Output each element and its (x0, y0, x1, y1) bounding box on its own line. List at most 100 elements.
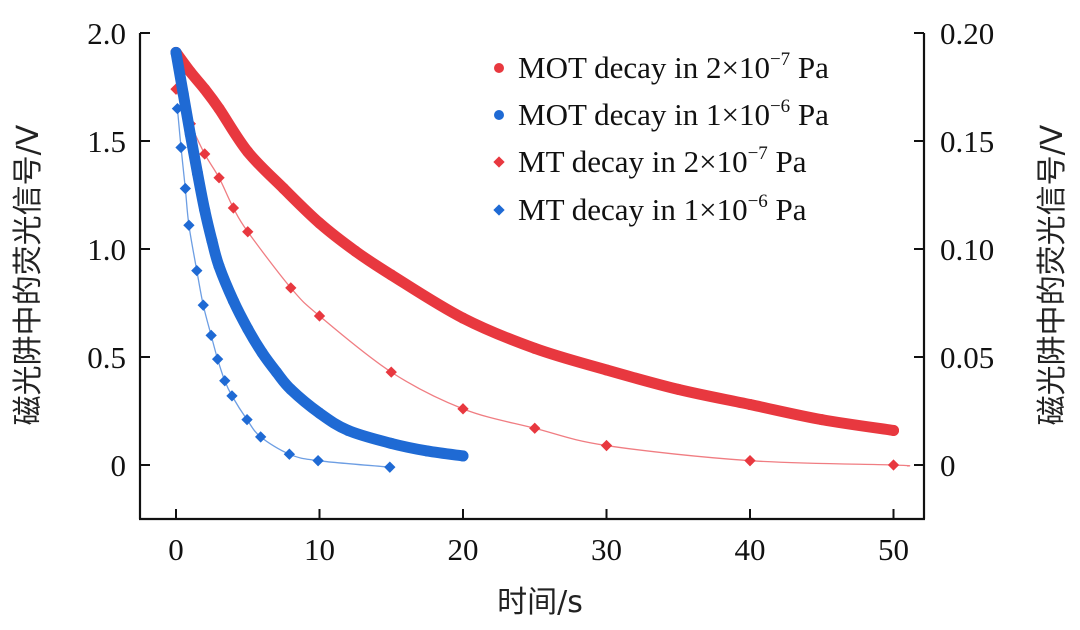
right-y-tick-label: 0.10 (940, 232, 994, 267)
legend-marker-circle (494, 110, 504, 120)
data-point (385, 269, 397, 281)
right-y-axis-title: 磁光阱中的荧光信号/V (1035, 124, 1070, 425)
data-point (601, 364, 612, 376)
data-point (744, 455, 756, 467)
data-point (197, 299, 209, 311)
data-point (192, 167, 204, 179)
data-point (457, 312, 469, 324)
data-point (283, 448, 296, 460)
series-1 (170, 46, 899, 436)
data-point (242, 323, 254, 335)
data-point (816, 414, 828, 426)
data-point (199, 204, 211, 216)
left-y-axis-ticks: 0 0.5 1.0 1.5 2.0 (87, 16, 150, 483)
data-point (255, 431, 267, 443)
data-point (256, 347, 268, 359)
legend-marker-diamond (493, 156, 505, 168)
data-point (672, 383, 684, 395)
right-y-tick-label: 0.15 (940, 124, 994, 159)
left-y-tick-label: 1.5 (87, 124, 126, 159)
data-point (457, 450, 469, 462)
legend-item: MOT decay in 1×10−6 Pa (494, 96, 829, 132)
data-point (384, 461, 396, 473)
data-point (349, 245, 361, 257)
x-tick-label: 30 (591, 532, 622, 567)
data-point (600, 439, 613, 452)
data-point (227, 295, 239, 307)
data-point (213, 103, 225, 115)
data-point (421, 445, 433, 457)
legend-label: MOT decay in 2×10−7 Pa (518, 49, 829, 85)
data-point (278, 183, 290, 195)
data-point (226, 390, 238, 402)
data-point (184, 129, 196, 141)
data-point (312, 455, 324, 467)
data-point (184, 66, 196, 78)
right-y-tick-label: 0 (940, 448, 956, 483)
legend: MOT decay in 2×10−7 Pa MOT decay in 1×10−… (493, 49, 829, 227)
legend-label: MT decay in 2×10−7 Pa (518, 143, 807, 179)
data-point (219, 375, 231, 387)
data-point (213, 260, 225, 272)
data-point (206, 234, 218, 246)
series-fit-line (175, 88, 911, 467)
data-point (170, 46, 182, 58)
data-point (227, 202, 240, 214)
x-tick-label: 50 (878, 532, 909, 567)
x-tick-label: 40 (735, 532, 766, 567)
legend-marker-diamond (493, 204, 505, 216)
axes-frame (138, 33, 926, 521)
legend-label: MT decay in 1×10−6 Pa (518, 191, 807, 227)
left-y-tick-label: 1.0 (87, 232, 126, 267)
legend-label: MOT decay in 1×10−6 Pa (518, 96, 829, 132)
series-4 (171, 102, 396, 473)
data-point (241, 413, 253, 426)
data-point (270, 366, 282, 378)
legend-item: MT decay in 2×10−7 Pa (493, 143, 807, 179)
right-y-axis-ticks: 0 0.05 0.10 0.15 0.20 (914, 16, 994, 483)
data-point (191, 264, 203, 277)
data-point (529, 342, 541, 354)
data-point (385, 366, 397, 378)
x-axis-title: 时间/s (497, 585, 583, 620)
data-point (177, 87, 189, 99)
legend-item: MOT decay in 2×10−7 Pa (494, 49, 829, 85)
left-y-tick-label: 0 (111, 448, 127, 483)
series-2 (170, 46, 469, 462)
right-y-tick-label: 0.20 (940, 16, 994, 51)
right-y-tick-label: 0.05 (940, 340, 994, 375)
legend-marker-circle (494, 63, 504, 73)
data-point (744, 399, 756, 411)
data-point (242, 146, 254, 158)
data-point (342, 424, 354, 436)
series-3 (170, 83, 911, 471)
data-point (199, 83, 211, 95)
data-point (242, 226, 254, 238)
x-tick-label: 0 (168, 532, 184, 567)
data-point (199, 148, 211, 160)
x-axis-ticks: 0 10 20 30 40 50 (168, 509, 909, 567)
data-point (213, 172, 225, 184)
data-point (314, 217, 325, 229)
left-y-tick-label: 2.0 (87, 16, 126, 51)
data-point (314, 407, 325, 419)
data-point (529, 422, 541, 434)
left-y-tick-label: 0.5 (87, 340, 126, 375)
data-point (887, 459, 900, 471)
data-point (183, 219, 195, 231)
x-tick-label: 10 (304, 532, 335, 567)
data-point (313, 310, 326, 322)
series-layer (170, 46, 911, 473)
legend-item: MT decay in 1×10−6 Pa (493, 191, 807, 227)
data-point (888, 424, 899, 436)
left-y-axis-title: 磁光阱中的荧光信号/V (11, 124, 46, 425)
data-point (385, 437, 397, 449)
x-tick-label: 20 (448, 532, 479, 567)
data-point (205, 329, 217, 342)
data-point (285, 383, 297, 395)
data-point (179, 182, 191, 195)
data-point (175, 141, 187, 154)
data-point (211, 353, 224, 365)
data-point (285, 282, 297, 294)
